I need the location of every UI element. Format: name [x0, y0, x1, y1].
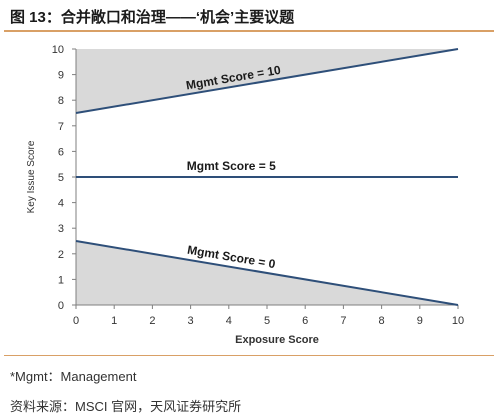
- x-tick-label: 1: [111, 315, 117, 327]
- x-tick-label: 3: [188, 315, 194, 327]
- x-tick-label: 6: [302, 315, 308, 327]
- axes: 0 1 2 3 4 5 6 7 8 9 10 0 1 2 3 4 5 6 7 8 9 10: [52, 44, 464, 327]
- x-tick-label: 10: [452, 315, 464, 327]
- figure-title: 图 13：合并敞口和治理——‘机会’主要议题: [10, 9, 295, 26]
- x-tick-label: 5: [264, 315, 270, 327]
- y-tick-label: 2: [58, 249, 64, 261]
- footnote: *Mgmt：Management: [10, 369, 137, 384]
- x-tick-label: 9: [417, 315, 423, 327]
- source-note: 资料来源：MSCI 官网，天风证券研究所: [10, 399, 242, 414]
- title-divider: [4, 30, 494, 32]
- series-line-2: [75, 240, 459, 306]
- y-tick-label: 4: [58, 198, 64, 210]
- x-tick-label: 8: [379, 315, 385, 327]
- y-tick-label: 9: [58, 70, 64, 82]
- footer-divider: [4, 355, 494, 356]
- y-tick-label: 6: [58, 146, 64, 158]
- chart: 0 1 2 3 4 5 6 7 8 9 10 0 1 2 3 4 5 6 7 8 9 10 Mgmt Score = 10…: [26, 44, 464, 346]
- y-tick-label: 0: [58, 300, 64, 312]
- series-lines: [75, 48, 459, 306]
- x-tick-label: 7: [340, 315, 346, 327]
- y-tick-label: 10: [52, 44, 64, 56]
- y-tick-label: 3: [58, 223, 64, 235]
- series-label-1: Mgmt Score = 5: [187, 159, 276, 173]
- y-tick-label: 7: [58, 121, 64, 133]
- x-tick-label: 4: [226, 315, 232, 327]
- y-tick-label: 1: [58, 274, 64, 286]
- x-tick-label: 2: [149, 315, 155, 327]
- y-tick-label: 5: [58, 172, 64, 184]
- y-axis-label: Key Issue Score: [26, 140, 37, 213]
- x-tick-label: 0: [73, 315, 79, 327]
- series-line-0: [75, 48, 459, 114]
- x-axis-label: Exposure Score: [235, 334, 319, 346]
- y-tick-label: 8: [58, 95, 64, 107]
